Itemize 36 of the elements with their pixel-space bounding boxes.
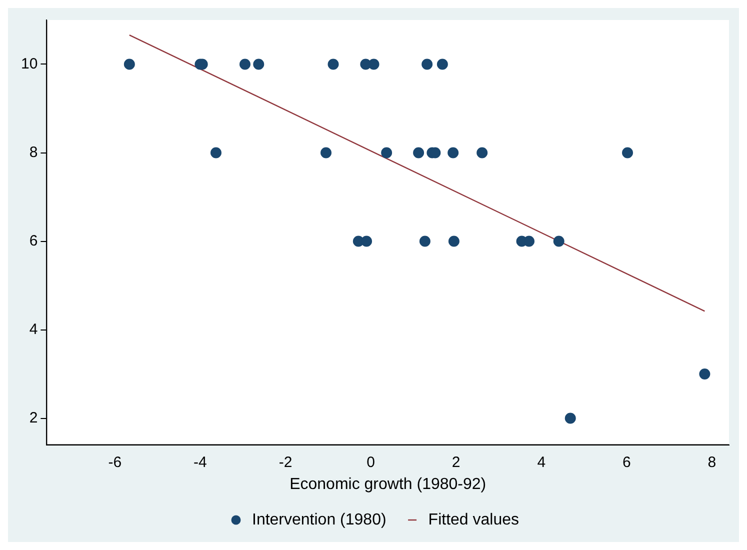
x-tick-label: 2: [452, 454, 460, 471]
x-tick-label: 6: [622, 454, 631, 471]
point: [361, 236, 372, 247]
x-tick-label: -2: [278, 454, 292, 471]
point: [448, 236, 460, 247]
y-tick-label: 10: [20, 55, 38, 72]
x-tick-label: 0: [366, 454, 375, 471]
point: [368, 58, 380, 70]
legend-label: Fitted values: [428, 511, 520, 528]
point: [320, 147, 332, 158]
y-tick-label: 8: [29, 144, 38, 161]
legend-label: Intervention (1980): [252, 511, 386, 528]
point: [553, 236, 564, 247]
point: [622, 147, 634, 158]
point: [564, 412, 576, 424]
point: [476, 147, 488, 158]
x-tick-label: 8: [708, 454, 716, 471]
point: [419, 236, 430, 247]
y-tick-label: 2: [29, 409, 38, 426]
y-tick-label: 4: [29, 320, 38, 338]
point: [210, 147, 222, 158]
point: [381, 147, 392, 158]
point: [436, 58, 448, 70]
x-tick-label: -4: [194, 454, 207, 471]
point: [239, 58, 250, 70]
x-axis-title: Economic growth (1980-92): [290, 476, 486, 493]
point: [699, 368, 710, 380]
point: [328, 58, 339, 70]
point: [253, 58, 264, 70]
point: [422, 58, 433, 70]
y-tick-label: 6: [29, 232, 38, 250]
x-tick-label: -6: [108, 454, 122, 471]
point: [448, 147, 459, 158]
point: [413, 147, 424, 158]
x-tick-label: 4: [537, 454, 546, 471]
point: [124, 58, 135, 70]
